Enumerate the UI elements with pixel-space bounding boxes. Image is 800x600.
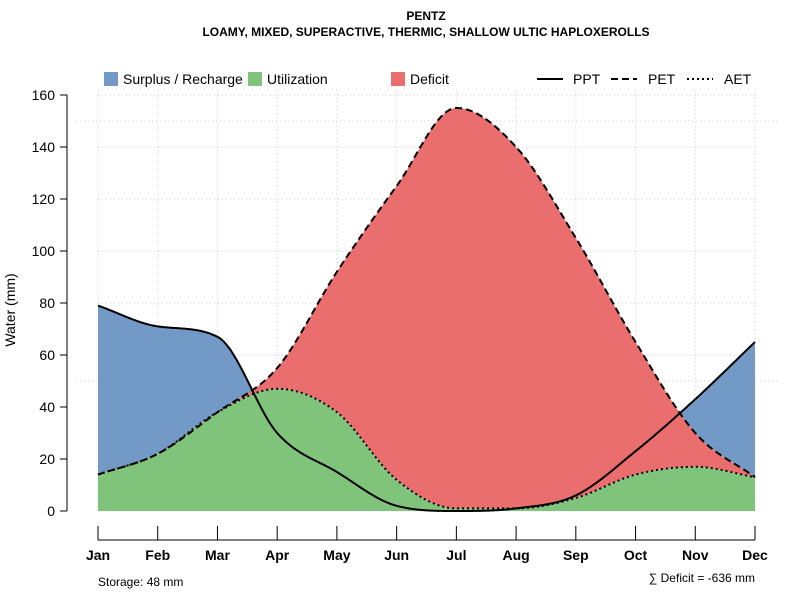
legend-label-aet: AET xyxy=(724,71,752,87)
utilization-area xyxy=(98,388,755,511)
x-tick-label-jul: Jul xyxy=(446,547,466,563)
y-tick-label-100: 100 xyxy=(32,243,56,259)
deficit-area xyxy=(98,108,755,509)
y-tick-label-40: 40 xyxy=(39,399,55,415)
y-tick-label-140: 140 xyxy=(32,139,56,155)
surplus-area xyxy=(98,108,755,478)
legend-label-utilization: Utilization xyxy=(267,71,328,87)
series-lines xyxy=(97,106,756,512)
legend: Surplus / Recharge Utilization Deficit P… xyxy=(104,71,752,87)
series-line-ppt xyxy=(97,304,756,512)
y-axis-label: Water (mm) xyxy=(2,273,18,346)
area-layer xyxy=(98,108,755,511)
y-tick-label-120: 120 xyxy=(32,191,56,207)
x-tick-label-jan: Jan xyxy=(86,547,110,563)
x-tick-label-mar: Mar xyxy=(205,547,230,563)
x-tick-label-dec: Dec xyxy=(742,547,768,563)
y-tick-label-80: 80 xyxy=(39,295,55,311)
x-tick-label-nov: Nov xyxy=(682,547,709,563)
legend-swatch-deficit xyxy=(391,72,405,86)
legend-label-pet: PET xyxy=(648,71,676,87)
axes: 0 20 40 60 80 100 120 140 160 Jan Feb Mar Apr May Jun J… xyxy=(32,87,768,563)
y-tick-label-0: 0 xyxy=(47,503,55,519)
legend-label-deficit: Deficit xyxy=(410,71,449,87)
chart-title: PENTZ xyxy=(406,9,445,23)
x-tick-label-sep: Sep xyxy=(563,547,589,563)
x-tick-label-may: May xyxy=(323,547,350,563)
y-tick-label-60: 60 xyxy=(39,347,55,363)
y-tick-label-20: 20 xyxy=(39,451,55,467)
y-tick-label-160: 160 xyxy=(32,87,56,103)
legend-swatch-surplus xyxy=(104,72,118,86)
legend-swatch-utilization xyxy=(248,72,262,86)
x-tick-label-jun: Jun xyxy=(384,547,409,563)
chart-subtitle: LOAMY, MIXED, SUPERACTIVE, THERMIC, SHAL… xyxy=(202,25,649,39)
legend-label-ppt: PPT xyxy=(573,71,601,87)
x-tick-label-aug: Aug xyxy=(502,547,529,563)
x-tick-label-oct: Oct xyxy=(624,547,648,563)
deficit-sum-note: ∑ Deficit = -636 mm xyxy=(649,571,755,585)
x-tick-label-feb: Feb xyxy=(145,547,170,563)
legend-label-surplus: Surplus / Recharge xyxy=(123,71,243,87)
storage-note: Storage: 48 mm xyxy=(98,575,183,589)
x-tick-label-apr: Apr xyxy=(265,547,290,563)
series-line-pet xyxy=(97,106,756,479)
